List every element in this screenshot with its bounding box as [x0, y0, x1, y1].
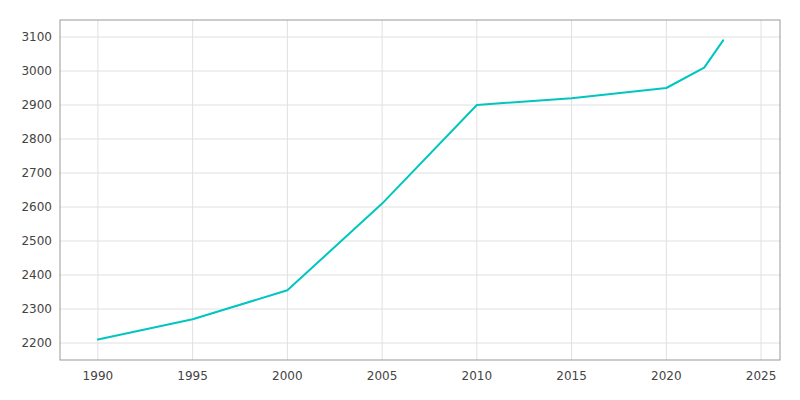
y-grid-line — [60, 343, 780, 344]
y-tick-label: 2800 — [21, 132, 52, 146]
y-grid-line — [60, 275, 780, 276]
y-tick-label: 2300 — [21, 302, 52, 316]
x-grid-line — [382, 20, 383, 360]
y-tick-label: 3100 — [21, 30, 52, 44]
y-grid-line — [60, 71, 780, 72]
x-grid-line — [192, 20, 193, 360]
x-grid-line — [761, 20, 762, 360]
y-tick-label: 3000 — [21, 64, 52, 78]
y-grid-line — [60, 207, 780, 208]
y-grid-line — [60, 37, 780, 38]
x-grid-line — [476, 20, 477, 360]
x-tick-label: 1990 — [83, 369, 114, 383]
x-tick-label: 2005 — [367, 369, 398, 383]
x-tick-label: 1995 — [177, 369, 208, 383]
y-tick-label: 2400 — [21, 268, 52, 282]
plot-background — [60, 20, 780, 360]
chart-svg: 2200 2300 2400 2500 2600 2700 2800 2900 3000 3100… — [0, 0, 800, 400]
y-tick-label: 2700 — [21, 166, 52, 180]
x-grid-line — [571, 20, 572, 360]
x-grid-line — [666, 20, 667, 360]
x-tick-label: 2010 — [462, 369, 493, 383]
y-tick-label: 2600 — [21, 200, 52, 214]
y-tick-label: 2900 — [21, 98, 52, 112]
grid — [60, 20, 780, 360]
y-grid-line — [60, 139, 780, 140]
y-tick-label: 2500 — [21, 234, 52, 248]
line — [98, 40, 723, 339]
x-tick-label: 2020 — [651, 369, 682, 383]
chart-container: 2200 2300 2400 2500 2600 2700 2800 2900 3000 3100… — [0, 0, 800, 400]
y-grid-line — [60, 241, 780, 242]
x-grid-line — [287, 20, 288, 360]
y-grid-line — [60, 105, 780, 106]
data-layer — [98, 40, 723, 339]
y-tick-label: 2200 — [21, 336, 52, 350]
y-grid-line — [60, 173, 780, 174]
x-tick-label: 2015 — [556, 369, 587, 383]
y-grid-line — [60, 309, 780, 310]
x-tick-label: 2000 — [272, 369, 303, 383]
page: {"chart_data": {"type": "line", "x": [19… — [0, 0, 800, 400]
x-grid-line — [97, 20, 98, 360]
x-tick-label: 2025 — [746, 369, 777, 383]
plot-frame — [60, 20, 780, 360]
